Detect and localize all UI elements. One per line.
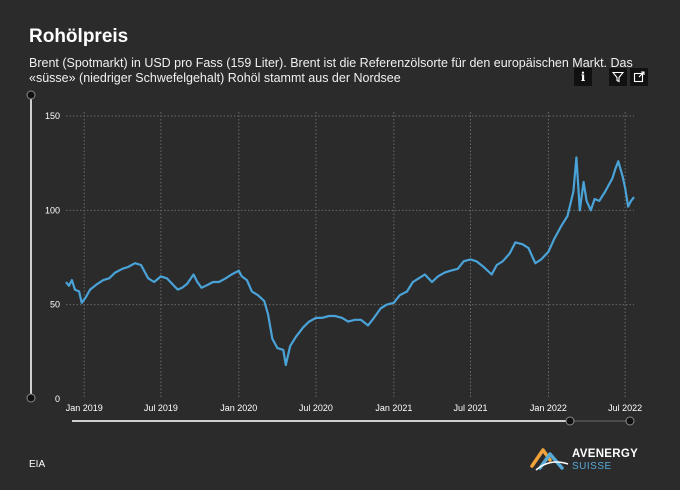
x-tick-labels: Jan 2019 Jul 2019 Jan 2020 Jul 2020 Jan 2021… xyxy=(66,403,642,413)
y-tick-label: 0 xyxy=(55,394,60,404)
chart-subtitle: Brent (Spotmarkt) in USD pro Fass (159 L… xyxy=(29,56,633,85)
expand-button[interactable] xyxy=(630,68,648,86)
avenergy-logo: AVENERGY SUISSE xyxy=(530,444,640,474)
y-tick-label: 150 xyxy=(45,111,60,121)
logo-text-main: AVENERGY xyxy=(572,448,639,460)
source-label: EIA xyxy=(29,459,46,470)
x-tick-label: Jan 2022 xyxy=(530,403,567,413)
y-tick-label: 100 xyxy=(45,205,60,215)
info-icon: i xyxy=(580,70,586,84)
x-tick-label: Jul 2020 xyxy=(299,403,333,413)
x-tick-label: Jul 2022 xyxy=(608,403,642,413)
expand-icon xyxy=(633,71,645,83)
logo-text-sub: SUISSE xyxy=(572,461,612,472)
chart-title: Rohölpreis xyxy=(29,26,129,47)
avenergy-logo-icon xyxy=(530,448,569,471)
filter-icon xyxy=(612,71,624,83)
y-tick-label: 50 xyxy=(50,300,60,310)
x-tick-label: Jan 2021 xyxy=(375,403,412,413)
x-tick-label: Jan 2019 xyxy=(66,403,103,413)
x-range-slider-handle-right[interactable] xyxy=(625,416,635,426)
grid-lines xyxy=(66,112,634,399)
info-button[interactable]: i xyxy=(574,68,592,86)
y-tick-labels: 0 50 100 150 xyxy=(45,111,60,404)
x-tick-label: Jul 2021 xyxy=(453,403,487,413)
x-tick-label: Jan 2020 xyxy=(220,403,257,413)
y-range-slider-handle-bottom[interactable] xyxy=(26,393,36,403)
y-range-slider-handle-top[interactable] xyxy=(26,90,36,100)
line-chart: 0 50 100 150 Jan 2019 Jul 2019 Jan 2020 Jul 20… xyxy=(26,90,642,426)
x-tick-label: Jul 2019 xyxy=(144,403,178,413)
filter-button[interactable] xyxy=(609,68,627,86)
x-range-slider-handle-left[interactable] xyxy=(565,416,575,426)
series-line-brent xyxy=(65,156,635,367)
